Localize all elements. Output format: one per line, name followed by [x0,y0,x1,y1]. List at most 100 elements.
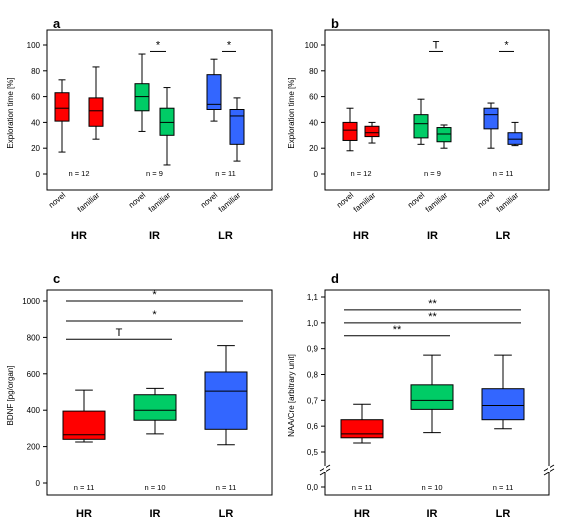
y-tick-label: 1000 [22,297,40,306]
significance-label: * [152,289,157,301]
significance-label: ** [428,298,437,310]
box-body [159,107,175,136]
box-hr-familiar [88,66,104,140]
n-label: n = 9 [424,169,441,178]
box-hr-novel [342,107,358,152]
y-axis: 0,0 0,5 0,6 0,7 0,8 0,9 1,0 1,1 [307,293,325,492]
n-labels: n = 11 n = 10 n = 11 [74,483,237,492]
n-label: n = 12 [68,169,89,178]
y-tick-label: 20 [31,144,40,153]
n-label: n = 10 [144,483,165,492]
group-label: LR [219,508,234,520]
plot-frame [324,289,550,496]
x-tick-label: familiar [147,190,173,214]
significance-label: T [116,327,123,339]
x-tick-label: familiar [76,190,102,214]
group-label: IR [427,508,438,520]
boxes [342,98,523,152]
box-hr [340,403,384,444]
y-axis: 0 20 40 60 80 100 [27,41,47,179]
group-labels: HR IR LR [354,508,510,520]
panel-letter: b [331,16,339,31]
n-label: n = 11 [352,483,373,492]
group-label: HR [71,230,87,242]
box-ir-novel [134,53,150,132]
box-body [364,125,380,138]
group-labels: HR IR LR [353,230,510,242]
significance-label: ** [393,324,402,336]
y-axis-label: Exploration time [%] [287,77,296,148]
significance-label: * [504,39,509,51]
n-label: n = 10 [421,483,442,492]
significance-label: * [227,39,232,51]
significance: * * [150,39,236,52]
group-label: IR [427,230,438,242]
box-body [413,114,429,139]
box-hr-familiar [364,121,380,144]
box-hr-novel [54,79,70,153]
box-lr-familiar [507,121,523,147]
box-body [436,127,452,143]
axis-break-gap [324,466,326,472]
box-lr-familiar [229,97,245,162]
n-label: n = 11 [74,483,95,492]
y-tick-label: 80 [309,67,318,76]
significance: ****** [344,298,521,337]
box-body [340,419,384,439]
group-label: LR [218,230,233,242]
y-tick-label: 200 [27,443,41,452]
y-axis: 0 20 40 60 80 100 [305,41,325,179]
group-label: IR [149,230,160,242]
group-label: LR [496,508,511,520]
y-tick-label: 0 [36,479,41,488]
axis-break-gap [548,466,550,472]
boxes [340,354,525,444]
y-tick-label: 0,5 [307,448,319,457]
box-body [204,371,248,430]
y-tick-label: 100 [305,41,319,50]
x-tick-label: familiar [424,190,450,214]
box-body [483,107,499,130]
plot-frame [324,29,550,191]
y-tick-label: 0 [314,170,319,179]
box-body [481,388,525,421]
y-tick-label: 0,9 [307,345,319,354]
box-body [229,109,245,145]
y-axis: 0 200 400 600 800 1000 [22,297,47,488]
panel-letter: d [331,271,339,286]
y-tick-label: 40 [309,118,318,127]
panel-letter: a [53,16,61,31]
y-tick-label: 20 [309,144,318,153]
significance: * * T [66,289,243,340]
box-ir-familiar [159,87,175,166]
significance-label: ** [428,311,437,323]
y-tick-label: 0,7 [307,396,319,405]
box-lr-novel [483,102,499,149]
panel-letter: c [53,271,60,286]
y-tick-label: 0,6 [307,422,319,431]
n-label: n = 11 [493,483,514,492]
y-axis-label: Exploration time [%] [6,77,15,148]
group-labels: HR IR LR [76,508,233,520]
significance-label: T [433,39,440,51]
group-label: IR [150,508,161,520]
box-lr-novel [206,58,222,122]
box-ir [133,387,177,435]
n-labels: n = 12 n = 9 n = 11 [350,169,513,178]
box-ir-novel [413,98,429,145]
y-tick-label: 0 [36,170,41,179]
plot-frame [46,289,273,496]
x-tick-label: novel [47,190,68,209]
n-label: n = 12 [350,169,371,178]
y-tick-label: 1,1 [307,293,319,302]
box-lr [481,354,525,430]
y-tick-label: 600 [27,370,41,379]
boxes [54,53,245,166]
group-labels: HR IR LR [71,230,233,242]
box-lr [204,345,248,446]
y-tick-label: 400 [27,406,41,415]
